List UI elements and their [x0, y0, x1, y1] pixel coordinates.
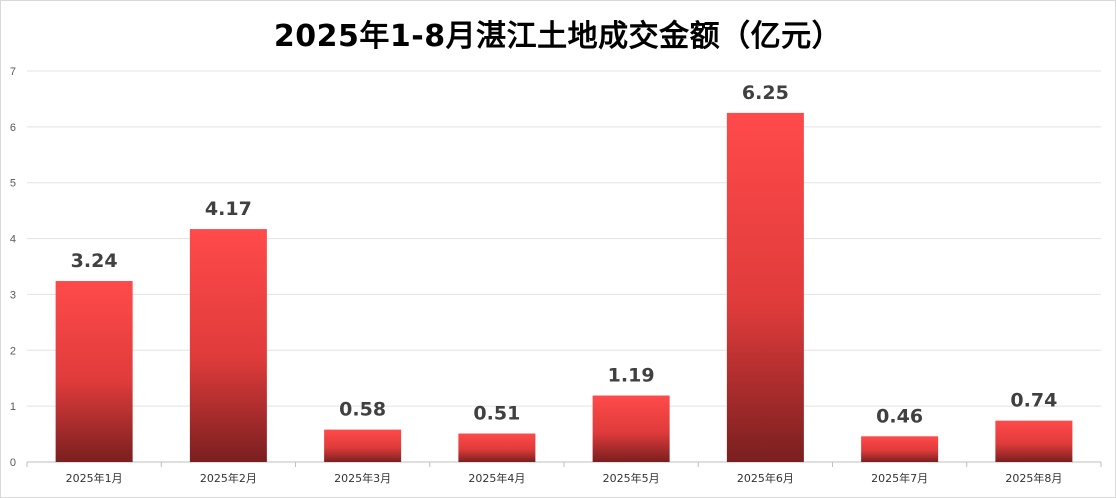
y-tick-label: 1	[10, 401, 16, 413]
data-label: 0.74	[1010, 390, 1057, 412]
x-tick-label: 2025年4月	[468, 471, 525, 485]
y-tick-label: 6	[10, 122, 16, 134]
bar	[726, 112, 804, 463]
data-label: 6.25	[742, 82, 789, 104]
y-tick-label: 7	[10, 66, 16, 78]
x-tick-label: 2025年1月	[66, 471, 123, 485]
y-tick-label: 5	[10, 178, 16, 190]
bars	[55, 112, 1073, 463]
bar	[995, 420, 1073, 462]
gridlines	[27, 70, 1101, 463]
y-tick-label: 4	[10, 234, 16, 246]
x-tick-label: 2025年7月	[871, 471, 928, 485]
data-label: 4.17	[205, 198, 252, 220]
data-labels: 3.24 4.17 0.58 0.51 1.19 6.25 0.46 0.74	[71, 82, 1058, 427]
x-tick-label: 2025年3月	[334, 471, 391, 485]
x-tick-label: 2025年6月	[737, 471, 794, 485]
x-tick-label: 2025年2月	[200, 471, 257, 485]
chart-title: 2025年1-8月湛江土地成交金额（亿元）	[273, 19, 843, 54]
bar	[55, 281, 133, 462]
x-axis-ticks: 2025年1月 2025年2月 2025年3月 2025年4月 2025年5月 2025年…	[26, 462, 1102, 485]
y-tick-label: 0	[10, 457, 16, 469]
y-tick-label: 2	[10, 345, 16, 357]
bar	[861, 436, 939, 462]
y-axis-ticks: 0 1 2 3 4 5 6 7	[10, 66, 16, 469]
x-tick-label: 2025年8月	[1005, 471, 1062, 485]
bar	[458, 433, 536, 462]
x-tick-label: 2025年5月	[603, 471, 660, 485]
data-label: 0.46	[876, 405, 923, 427]
data-label: 0.58	[339, 399, 386, 421]
bar	[592, 395, 670, 462]
data-label: 0.51	[473, 403, 520, 425]
bar	[189, 229, 267, 462]
y-tick-label: 3	[10, 289, 16, 301]
data-label: 3.24	[71, 250, 118, 272]
data-label: 1.19	[608, 365, 655, 387]
bar	[324, 429, 402, 462]
